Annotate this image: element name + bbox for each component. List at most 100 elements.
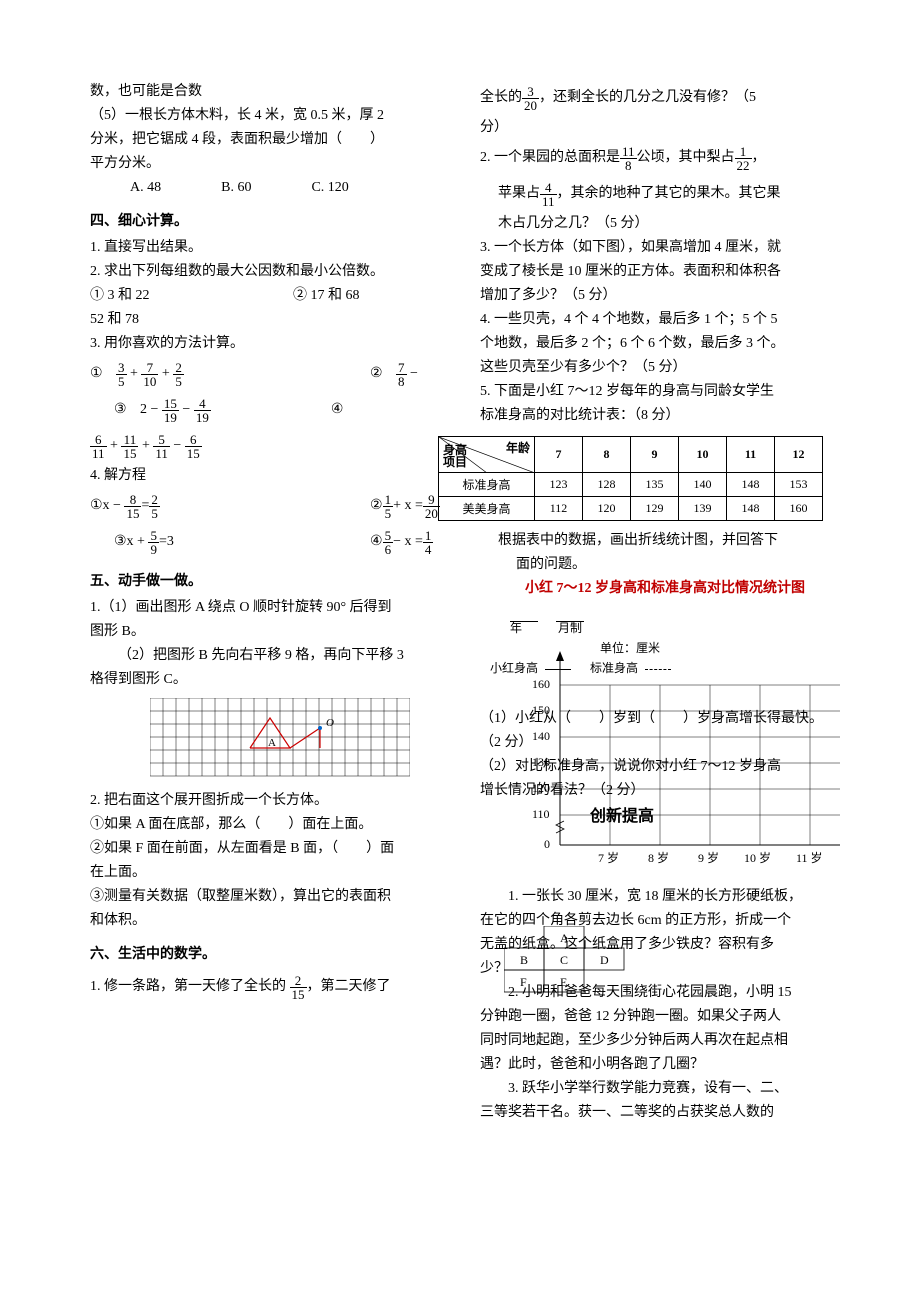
- table-cell: 135: [631, 473, 679, 497]
- section-6-title: 六、生活中的数学。: [90, 943, 460, 963]
- text: 2. 把右面这个展开图折成一个长方体。: [90, 789, 460, 813]
- text: 面的问题。: [480, 553, 850, 577]
- text: 苹果占: [498, 176, 540, 212]
- table-cell: 9: [631, 437, 679, 473]
- table-cell: 140: [679, 473, 727, 497]
- text: − x =: [393, 524, 423, 560]
- table-cell: 123: [535, 473, 583, 497]
- option-a: A. 48: [130, 176, 161, 200]
- text: 标准身高的对比统计表：（8 分）: [480, 404, 850, 428]
- text: 增加了多少？（5 分）: [480, 284, 850, 308]
- text: ① 3 和 22 ② 17 和 68: [90, 284, 460, 308]
- svg-text:C: C: [560, 953, 568, 967]
- text: ③x +: [114, 524, 145, 560]
- option-b: B. 60: [221, 176, 251, 200]
- text: 图形 B。: [90, 620, 460, 644]
- option-c: C. 120: [311, 176, 348, 200]
- equation-x2: ② 15 + x = 920: [370, 488, 440, 524]
- text: 在上面。: [90, 861, 460, 885]
- text: 3. 用你喜欢的方法计算。: [90, 332, 460, 356]
- text: + x =: [393, 488, 423, 524]
- text: 增长情况的看法？（2 分）: [480, 779, 850, 803]
- net-diagram: A B C D F E: [504, 926, 664, 1021]
- right-column: 全长的 320 ，还剩全长的几分之几没有修？（5 分） 2. 一个果园的总面积是…: [480, 80, 850, 1125]
- text: 2: [140, 392, 147, 428]
- table-cell: 美美身高: [439, 497, 535, 521]
- svg-text:A: A: [268, 737, 276, 749]
- table-cell: 7: [535, 437, 583, 473]
- text: 分米，把它锯成 4 段，表面积最少增加（ ）: [90, 128, 460, 152]
- section-5-title: 五、动手做一做。: [90, 570, 460, 590]
- svg-text:D: D: [600, 953, 609, 967]
- equation-4: 611 + 1115 + 511 − 615: [90, 428, 460, 464]
- tick: 160: [532, 677, 550, 692]
- text: （2 分）: [480, 731, 533, 755]
- text: 2. 一个果园的总面积是: [480, 140, 620, 176]
- table-cell: 129: [631, 497, 679, 521]
- choice-options: A. 48 B. 60 C. 120: [90, 176, 460, 200]
- text: 苹果占 411 ，其余的地种了其它的果木。其它果: [480, 176, 850, 212]
- table-cell: 148: [727, 473, 775, 497]
- text: ①如果 A 面在底部，那么（ ）面在上面。: [90, 813, 460, 837]
- text: 52 和 78: [90, 308, 460, 332]
- text: 4. 一些贝壳，4 个 4 个地数，最后多 1 个；5 个 5: [480, 308, 850, 332]
- table-cell: 11: [727, 437, 775, 473]
- text: ③测量有关数据（取整厘米数），算出它的表面积: [90, 885, 460, 909]
- text: 项目: [443, 453, 467, 470]
- text: 年龄: [506, 439, 530, 456]
- text: ① 3 和 22: [90, 288, 150, 303]
- text: 3. 一个长方体（如下图），如果高增加 4 厘米，就: [480, 236, 850, 260]
- text: 遇？此时，爸爸和小明各跑了几圈？: [480, 1053, 850, 1077]
- tick: 10 岁: [744, 849, 771, 866]
- table-cell: 10: [679, 437, 727, 473]
- section-4-title: 四、细心计算。: [90, 210, 460, 230]
- text: ①: [90, 356, 116, 392]
- table-cell: 139: [679, 497, 727, 521]
- text: 平方分米。: [90, 152, 460, 176]
- text: ①x −: [90, 488, 121, 524]
- chart-title: 小红 7～12 岁身高和标准身高对比情况统计图: [480, 577, 850, 601]
- table-cell: 128: [583, 473, 631, 497]
- text: 这些贝壳至少有多少个？（5 分）: [480, 356, 850, 380]
- innovation-title: 创新提高: [590, 805, 654, 829]
- tick: 11 岁: [796, 849, 823, 866]
- table-cell: 8: [583, 437, 631, 473]
- text: 2. 一个果园的总面积是 118 公顷，其中梨占 122 ，: [480, 140, 850, 176]
- tick: 140: [532, 729, 550, 744]
- text: 1. 一张长 30 厘米，宽 18 厘米的长方形硬纸板，: [480, 885, 850, 909]
- table-cell: 120: [583, 497, 631, 521]
- text: ，: [752, 140, 766, 176]
- equation-3: ③ 2 − 1519 − 419 ④: [90, 392, 460, 428]
- text: =3: [159, 524, 174, 560]
- svg-text:O: O: [326, 717, 334, 729]
- text: ②: [370, 356, 396, 392]
- tick: 8 岁: [648, 849, 669, 866]
- text: （2）把图形 B 先向右平移 9 格，再向下平移 3: [90, 644, 460, 668]
- rotation-grid: grid O A: [150, 698, 410, 778]
- equation-x4: ④ 56 − x = 14: [370, 524, 433, 560]
- text: 1. 修一条路，第一天修了全长的: [90, 969, 286, 1005]
- text: ，第二天修了: [307, 969, 391, 1005]
- text: 数，也可能是合数: [90, 80, 460, 104]
- text: 全长的: [480, 80, 522, 116]
- text: 根据表中的数据，画出折线统计图，并回答下: [480, 529, 850, 553]
- table-cell: 112: [535, 497, 583, 521]
- text: ②: [370, 488, 383, 524]
- height-table: 年龄 身高 项目 7 8 9 10 11 12 标准身高 123 128 135: [438, 436, 850, 521]
- text: 1. 直接写出结果。: [90, 236, 460, 260]
- svg-text:B: B: [520, 953, 528, 967]
- text: 全长的 320 ，还剩全长的几分之几没有修？（5: [480, 80, 850, 116]
- text: ④: [370, 524, 383, 560]
- table-cell: 160: [775, 497, 823, 521]
- text: ，还剩全长的几分之几没有修？（5: [539, 80, 756, 116]
- tick: 9 岁: [698, 849, 719, 866]
- text: ②如果 F 面在前面，从左面看是 B 面，（ ）面: [90, 837, 460, 861]
- line-chart: 年 月制 单位：厘米 小红身高 标准身高: [480, 615, 850, 875]
- table-cell: 标准身高: [439, 473, 535, 497]
- text: ③: [114, 392, 140, 428]
- text: 同时同地起跑，至少多少分钟后两人再次在起点相: [480, 1029, 850, 1053]
- table-cell: 148: [727, 497, 775, 521]
- text: （1）小红从（ ）岁到（ ）岁身高增长得最快。: [480, 707, 850, 731]
- text: =: [141, 488, 149, 524]
- text: 三等奖若干名。获一、二等奖的占获奖总人数的: [480, 1101, 850, 1125]
